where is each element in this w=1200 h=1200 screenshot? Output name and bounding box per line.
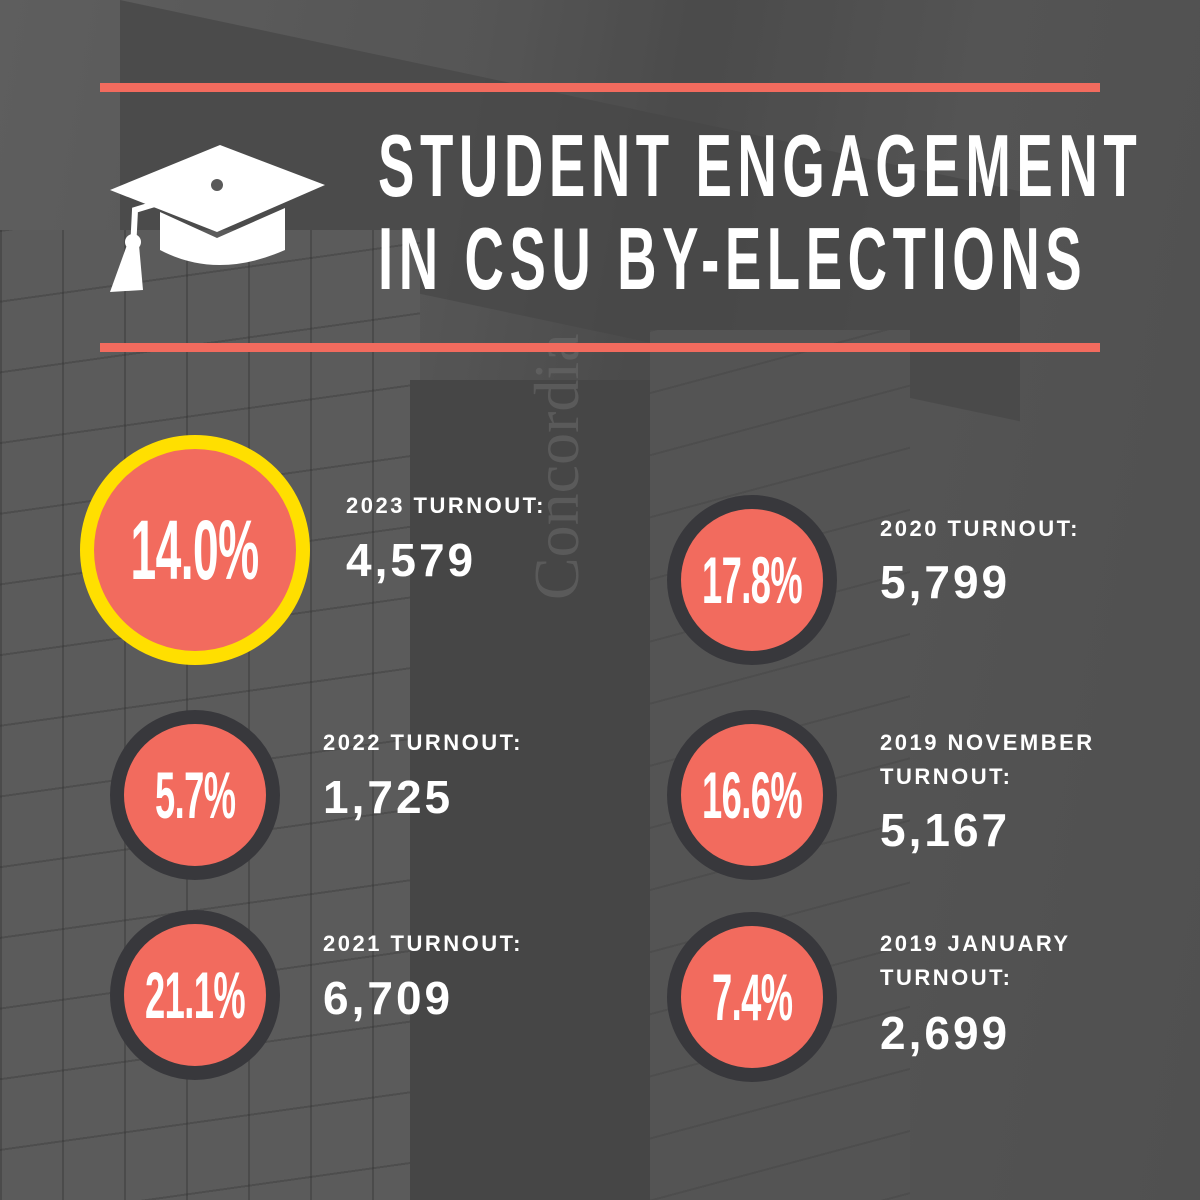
percent-circle-2019-january: 7.4% [667,912,837,1082]
percent-circle-2023: 14.0% [80,435,310,665]
percent-circle-2020: 17.8% [667,495,837,665]
label-2023: 2023 TURNOUT: [346,493,546,518]
label-2019-november-line1: 2019 NOVEMBER [880,730,1095,755]
label-2019-january-line2: TURNOUT: [880,965,1013,990]
title-line-2: IN CSU BY-ELECTIONS [378,209,1088,308]
percent-circle-2022: 5.7% [110,710,280,880]
building-middle [410,380,670,1200]
percent-circle-2021: 21.1% [110,910,280,1080]
percent-2023: 14.0% [130,502,260,597]
percent-2020: 17.8% [701,543,803,617]
label-2021: 2021 TURNOUT: [323,931,523,956]
label-2022: 2022 TURNOUT: [323,730,523,755]
value-2020: 5,799 [880,556,1011,608]
graduation-cap-icon [110,145,325,292]
label-2019-november-line2: TURNOUT: [880,764,1013,789]
top-divider [100,83,1100,92]
percent-2019-january: 7.4% [711,960,793,1034]
value-2023: 4,579 [346,534,477,586]
percent-2021: 21.1% [144,958,246,1032]
value-2021: 6,709 [323,972,454,1024]
label-2020: 2020 TURNOUT: [880,516,1080,541]
bottom-divider [100,343,1100,352]
percent-2022: 5.7% [154,758,236,832]
title-line-1: STUDENT ENGAGEMENT [378,116,1143,215]
label-2019-january-line1: 2019 JANUARY [880,931,1071,956]
percent-2019-november: 16.6% [701,758,803,832]
value-2022: 1,725 [323,771,454,823]
value-2019-january: 2,699 [880,1007,1011,1059]
value-2019-november: 5,167 [880,804,1011,856]
percent-circle-2019-november: 16.6% [667,710,837,880]
